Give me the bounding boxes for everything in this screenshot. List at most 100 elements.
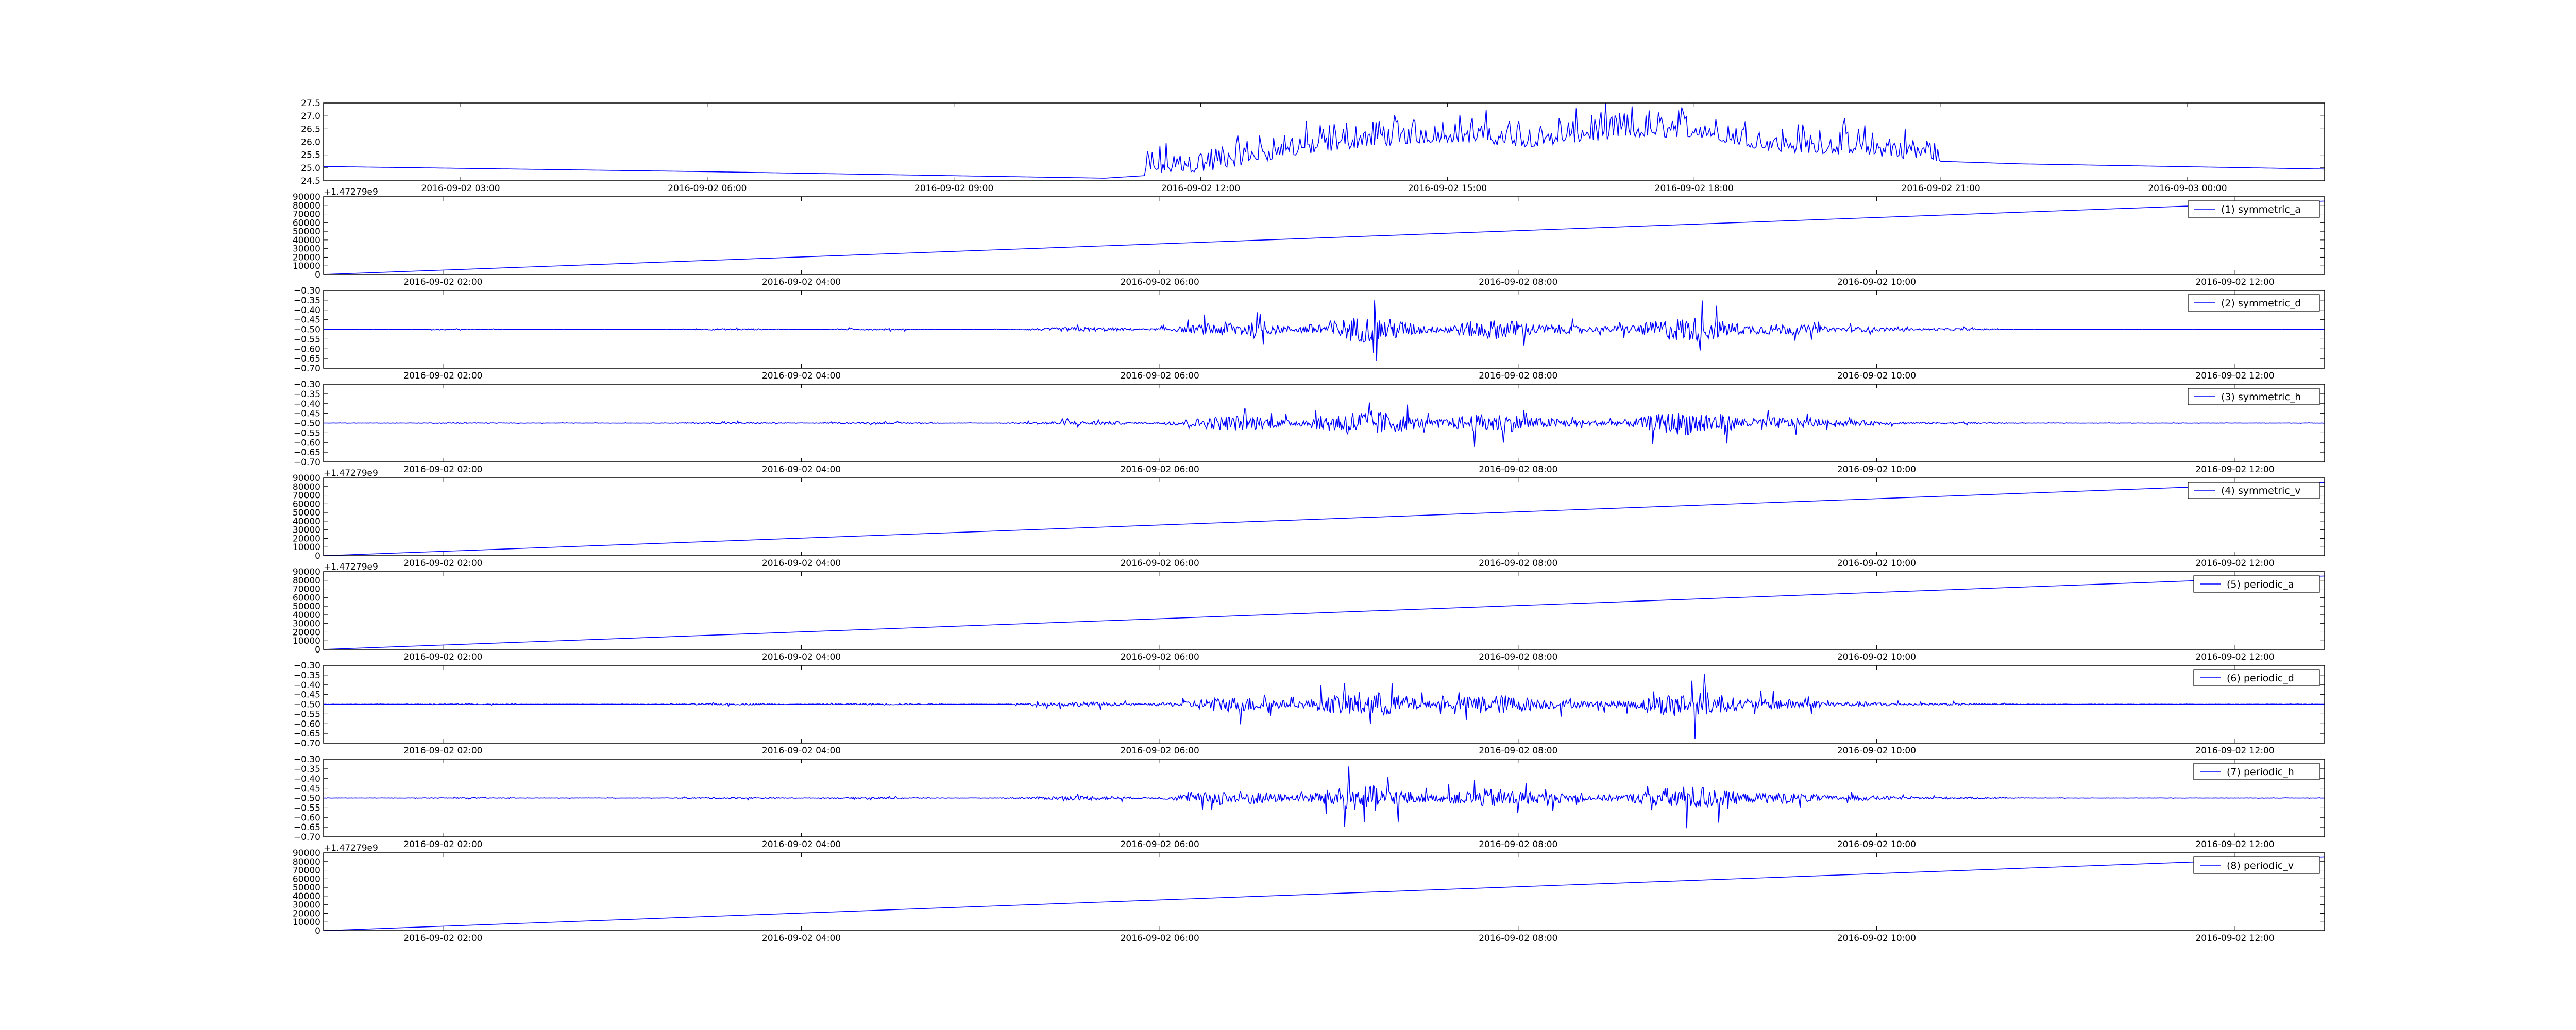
ytick-label: −0.40 (294, 399, 320, 409)
legend-label: (7) periodic_h (2227, 766, 2294, 778)
axes-frame (323, 384, 2325, 462)
xtick-label: 2016-09-02 02:00 (403, 558, 482, 569)
ytick-label: 27.0 (301, 111, 320, 122)
ytick-label: 0 (315, 270, 320, 280)
xtick-label: 2016-09-02 10:00 (1837, 277, 1916, 287)
ytick-label: 40000 (293, 517, 320, 527)
ytick-label: 90000 (293, 567, 320, 577)
ytick-label: 60000 (293, 218, 320, 228)
ytick-label: −0.30 (294, 380, 320, 390)
xtick-label: 2016-09-02 02:00 (403, 933, 482, 943)
ytick-label: 40000 (293, 235, 320, 246)
ytick-label: 0 (315, 551, 320, 561)
xtick-label: 2016-09-02 10:00 (1837, 746, 1916, 756)
xtick-label: 2016-09-02 06:00 (1121, 933, 1199, 943)
ytick-label: 60000 (293, 499, 320, 509)
xtick-label: 2016-09-02 08:00 (1479, 933, 1557, 943)
series-line (323, 766, 2325, 829)
panel-p3: −0.70−0.65−0.60−0.55−0.50−0.45−0.40−0.35… (294, 380, 2325, 475)
xtick-label: 2016-09-02 02:00 (403, 465, 482, 475)
legend: (5) periodic_a (2193, 575, 2320, 593)
ytick-label: 20000 (293, 908, 320, 919)
ytick-label: 10000 (293, 636, 320, 646)
xtick-label: 2016-09-02 03:00 (421, 183, 500, 194)
ytick-label: −0.30 (294, 286, 320, 296)
ytick-label: −0.50 (294, 700, 320, 710)
legend: (1) symmetric_a (2188, 200, 2320, 218)
series-line (323, 300, 2325, 361)
xtick-label: 2016-09-02 10:00 (1837, 839, 1916, 850)
legend: (8) periodic_v (2193, 856, 2320, 874)
ytick-label: −0.65 (294, 729, 320, 739)
xtick-label: 2016-09-02 06:00 (1121, 652, 1199, 662)
ytick-label: −0.55 (294, 428, 320, 438)
ytick-label: 90000 (293, 473, 320, 484)
panel-p5: 0100002000030000400005000060000700008000… (293, 562, 2325, 662)
ytick-label: 30000 (293, 244, 320, 254)
xtick-label: 2016-09-02 02:00 (403, 652, 482, 662)
panel-p4: 0100002000030000400005000060000700008000… (293, 468, 2325, 569)
ytick-label: −0.65 (294, 354, 320, 364)
y-offset-label: +1.47279e9 (324, 468, 378, 478)
ytick-label: 10000 (293, 917, 320, 928)
ytick-label: 90000 (293, 192, 320, 202)
series-line (323, 402, 2325, 447)
axes-frame (323, 571, 2325, 650)
xtick-label: 2016-09-02 04:00 (762, 371, 841, 381)
ytick-label: 40000 (293, 610, 320, 621)
legend: (7) periodic_h (2193, 763, 2320, 780)
xtick-label: 2016-09-02 08:00 (1479, 652, 1557, 662)
y-offset-label: +1.47279e9 (324, 562, 378, 572)
ytick-label: −0.60 (294, 344, 320, 354)
ytick-label: −0.70 (294, 364, 320, 374)
xtick-label: 2016-09-02 04:00 (762, 652, 841, 662)
panel-p0: 24.5 25.0 25.5 26.0 26.5 27.0 27.5 2016-09-02 0… (301, 98, 2325, 194)
ytick-label: 60000 (293, 593, 320, 603)
axes-frame (323, 665, 2325, 744)
ytick-label: −0.65 (294, 822, 320, 833)
y-offset-label: +1.47279e9 (324, 843, 378, 853)
ytick-label: 27.5 (301, 98, 320, 109)
xtick-label: 2016-09-02 04:00 (762, 839, 841, 850)
panel-p6: −0.70−0.65−0.60−0.55−0.50−0.45−0.40−0.35… (294, 661, 2325, 756)
ytick-label: 90000 (293, 848, 320, 859)
ytick-label: −0.35 (294, 671, 320, 681)
xtick-label: 2016-09-02 08:00 (1479, 839, 1557, 850)
ytick-label: 26.5 (301, 124, 320, 134)
xtick-label: 2016-09-02 04:00 (762, 277, 841, 287)
xtick-label: 2016-09-02 06:00 (1121, 839, 1199, 850)
ytick-label: 50000 (293, 883, 320, 893)
panel-p7: −0.70−0.65−0.60−0.55−0.50−0.45−0.40−0.35… (294, 754, 2325, 850)
ytick-label: −0.35 (294, 764, 320, 775)
xtick-label: 2016-09-02 15:00 (1408, 183, 1487, 194)
xtick-label: 2016-09-02 06:00 (1121, 558, 1199, 569)
series-line (323, 102, 2325, 179)
xtick-label: 2016-09-02 06:00 (1121, 371, 1199, 381)
xtick-label: 2016-09-02 12:00 (2195, 839, 2274, 850)
ytick-label: 40000 (293, 891, 320, 902)
legend: (2) symmetric_d (2188, 294, 2320, 312)
ytick-label: 24.5 (301, 176, 320, 186)
panel-p8: 0100002000030000400005000060000700008000… (293, 843, 2325, 943)
xtick-label: 2016-09-02 12:00 (2195, 465, 2274, 475)
legend-label: (3) symmetric_h (2221, 391, 2301, 403)
ytick-label: 80000 (293, 201, 320, 211)
ytick-label: −0.55 (294, 334, 320, 345)
xtick-label: 2016-09-02 10:00 (1837, 371, 1916, 381)
xtick-label: 2016-09-02 12:00 (2195, 746, 2274, 756)
legend-label: (2) symmetric_d (2221, 298, 2301, 309)
ytick-label: 10000 (293, 542, 320, 553)
axes-frame (323, 852, 2325, 931)
ytick-label: 80000 (293, 857, 320, 867)
ytick-label: 60000 (293, 874, 320, 884)
ytick-label: −0.70 (294, 457, 320, 468)
ytick-label: 70000 (293, 866, 320, 876)
xtick-label: 2016-09-02 08:00 (1479, 277, 1557, 287)
panel-p1: 0100002000030000400005000060000700008000… (293, 187, 2325, 287)
xtick-label: 2016-09-02 06:00 (1121, 277, 1199, 287)
ytick-label: −0.45 (294, 409, 320, 419)
xtick-label: 2016-09-02 02:00 (403, 277, 482, 287)
ytick-label: −0.70 (294, 739, 320, 749)
ytick-label: 20000 (293, 252, 320, 263)
